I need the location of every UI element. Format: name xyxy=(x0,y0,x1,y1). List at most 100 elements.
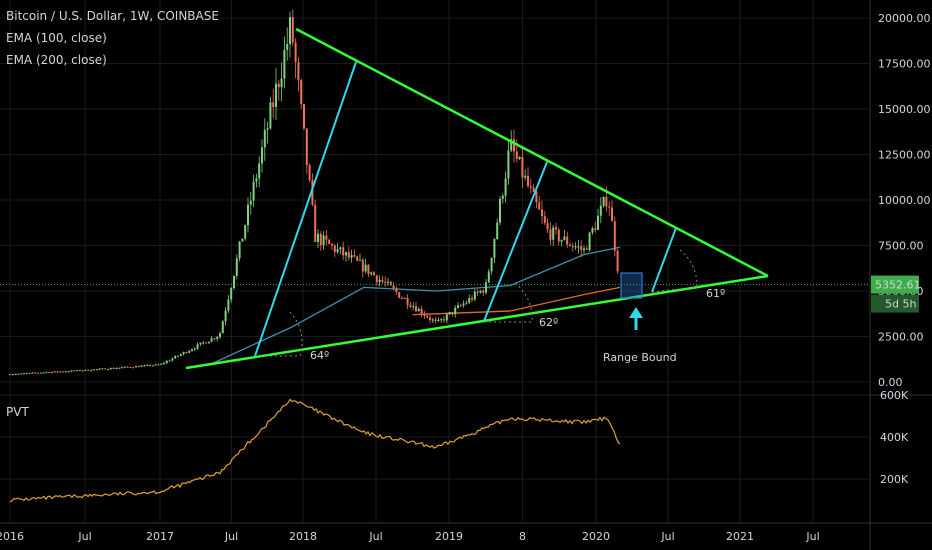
candle-body xyxy=(303,104,305,129)
candle-body xyxy=(107,369,109,371)
time-tick-label: Jul xyxy=(660,530,674,543)
candle-body xyxy=(238,241,241,259)
candle-body xyxy=(17,373,20,375)
candle-body xyxy=(560,239,563,242)
candle-body xyxy=(286,43,289,50)
candle-body xyxy=(42,372,45,374)
candle-body xyxy=(434,319,437,321)
candle-body xyxy=(361,259,364,272)
candle-body xyxy=(381,279,384,282)
time-tick-label: Jul xyxy=(224,530,238,543)
candle-body xyxy=(557,229,560,242)
candle-body xyxy=(485,282,487,293)
candle-body xyxy=(552,227,555,240)
candle-body xyxy=(174,355,177,359)
candle-body xyxy=(255,178,258,182)
candle-body xyxy=(129,366,132,368)
pvt-tick-label: 400K xyxy=(880,431,909,444)
candle-body xyxy=(613,221,616,251)
candle-body xyxy=(308,165,311,181)
candle-body xyxy=(602,196,605,206)
candle-body xyxy=(115,368,118,370)
candle-body xyxy=(149,364,151,366)
candle-body xyxy=(23,373,25,375)
candle-body xyxy=(437,319,440,321)
candle-body xyxy=(188,350,191,353)
candle-body xyxy=(168,360,171,362)
candle-body xyxy=(527,175,529,187)
candle-body xyxy=(275,83,277,107)
candle-body xyxy=(359,259,361,261)
candle-body xyxy=(577,246,580,248)
trendline-drawings: 64º 62º 61º Range Bound xyxy=(0,27,870,370)
candle-body xyxy=(230,288,233,300)
candle-body xyxy=(233,275,235,289)
candle-body xyxy=(210,338,213,342)
candle-body xyxy=(81,370,84,372)
candle-body xyxy=(269,102,272,129)
angle-arc xyxy=(514,282,533,323)
candle-body xyxy=(546,223,549,230)
candle-body xyxy=(429,317,431,321)
candle-body xyxy=(39,372,42,374)
candle-body xyxy=(48,372,51,374)
candle-body xyxy=(87,369,90,371)
candle-body xyxy=(261,147,263,164)
candle-body xyxy=(387,281,389,283)
candle-body xyxy=(331,244,333,246)
angle-label-64: 64º xyxy=(310,349,329,362)
candle-body xyxy=(392,285,395,289)
ema200-legend: EMA (200, close) xyxy=(6,53,107,67)
time-tick-label: 2017 xyxy=(146,530,174,543)
candle-body xyxy=(496,222,499,240)
candle-body xyxy=(541,209,543,217)
candle-body xyxy=(585,248,588,250)
candle-body xyxy=(191,349,193,351)
candle-body xyxy=(521,156,524,178)
candle-body xyxy=(325,235,328,240)
candle-body xyxy=(213,338,216,340)
candle-body xyxy=(538,202,541,210)
candle-body xyxy=(398,292,401,298)
candle-body xyxy=(151,365,154,367)
candle-body xyxy=(501,195,504,199)
candle-body xyxy=(350,255,353,258)
candle-body xyxy=(104,368,107,370)
candle-body xyxy=(457,305,459,308)
candle-body xyxy=(339,247,342,249)
pvt-panel xyxy=(9,398,621,503)
candle-body xyxy=(65,371,67,373)
candle-body xyxy=(342,247,345,256)
candle-body xyxy=(597,215,599,230)
angle-arc xyxy=(679,249,698,288)
candle-body xyxy=(462,303,465,306)
candle-body xyxy=(216,337,219,339)
pvt-legend: PVT xyxy=(6,405,29,419)
candle-body xyxy=(199,342,202,345)
candle-body xyxy=(101,368,104,370)
candle-body xyxy=(294,42,297,63)
candle-body xyxy=(451,312,454,315)
candle-body xyxy=(328,239,331,245)
candle-body xyxy=(73,370,76,372)
candle-body xyxy=(353,255,356,257)
candle-body xyxy=(25,373,28,375)
candle-body xyxy=(123,366,126,368)
candle-body xyxy=(535,191,538,203)
candle-body xyxy=(471,298,473,300)
candle-body xyxy=(311,180,314,205)
candle-body xyxy=(205,342,207,344)
candle-body xyxy=(252,181,255,201)
candle-body xyxy=(465,302,468,304)
candle-body xyxy=(395,288,398,293)
candle-body xyxy=(37,372,39,374)
candle-body xyxy=(224,310,227,322)
candle-body xyxy=(219,333,221,338)
candle-body xyxy=(423,314,426,316)
candle-body xyxy=(140,365,143,367)
countdown-label: 5d 5h xyxy=(885,298,916,311)
candle-body xyxy=(401,297,403,299)
price-tick-label: 7500.00 xyxy=(878,240,924,253)
